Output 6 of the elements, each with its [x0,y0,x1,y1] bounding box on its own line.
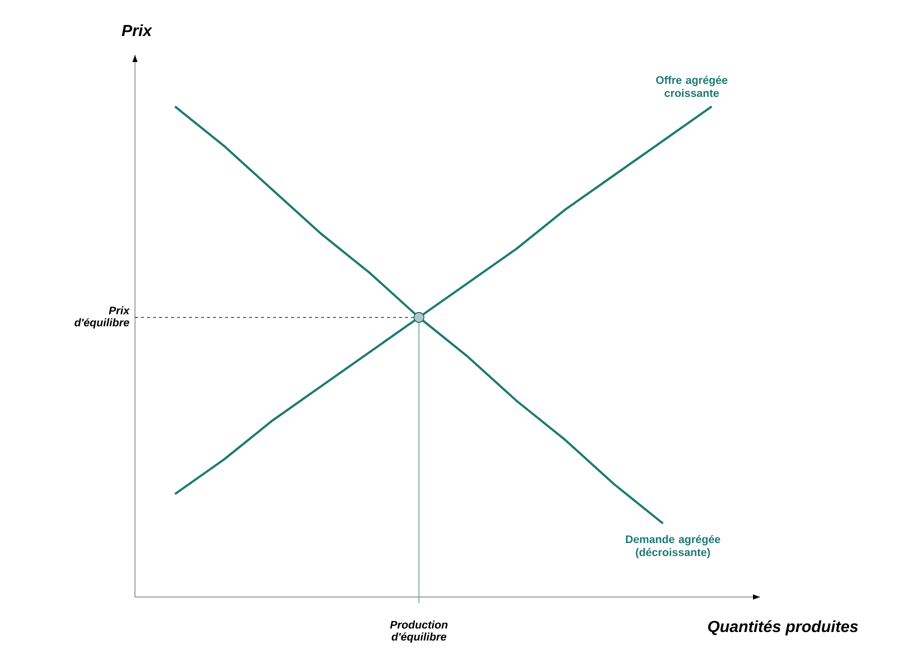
text: Prix d'équilibre [74,306,130,329]
text: Demande agrégée (décroissante) [626,534,720,558]
x-axis-title: Quantités produites [708,620,858,636]
series-label: Offre agrégée croissante [656,76,728,97]
y-axis-title: Prix [122,24,152,36]
text: Production d'équilibre [390,620,448,643]
